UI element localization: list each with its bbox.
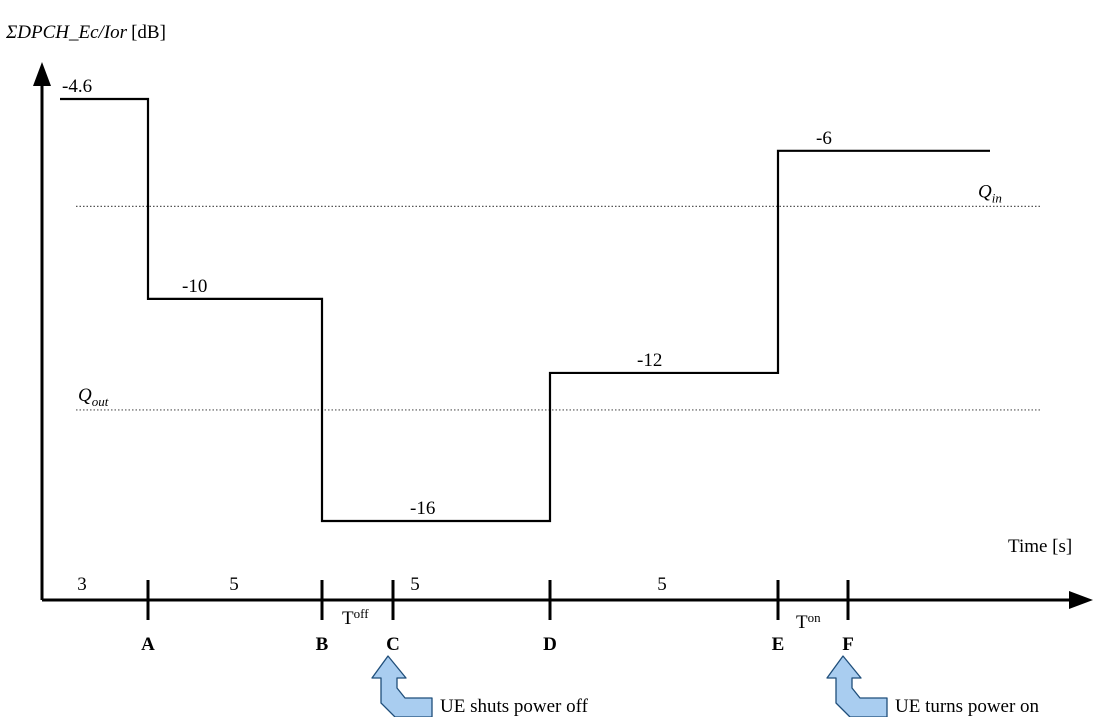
time-marker-label-a: A	[141, 634, 155, 655]
time-marker-label-f: F	[842, 634, 854, 655]
time-marker-label-b: B	[316, 634, 329, 655]
event-label: UE turns power on	[895, 696, 1040, 717]
gap-label-on: Ton	[796, 610, 821, 633]
curved-arrow-icon	[371, 655, 433, 718]
time-marker-label-c: C	[386, 634, 400, 655]
duration-labels: 3 5 5 5	[77, 574, 667, 595]
time-marker-label-e: E	[772, 634, 785, 655]
level-label: -16	[410, 498, 435, 519]
threshold-lines: Qin Qout	[76, 181, 1041, 411]
threshold-label-in: Qin	[978, 181, 1002, 205]
threshold-label-out: Qout	[78, 385, 109, 409]
level-label: -6	[816, 128, 832, 149]
duration-label: 5	[229, 574, 239, 595]
gap-label-off: Toff	[342, 606, 369, 629]
duration-label: 5	[657, 574, 667, 595]
event-annotations: UE shuts power off UE turns power on	[371, 655, 1040, 718]
level-label: -10	[182, 276, 207, 297]
y-axis-label: ΣDPCH_Ec/Ior [dB]	[5, 22, 166, 43]
duration-label: 3	[77, 574, 87, 595]
signal-steps	[60, 97, 990, 523]
gap-labels: Toff Ton	[342, 606, 821, 633]
time-markers: A B C D E F	[141, 580, 854, 655]
level-label: -12	[637, 350, 662, 371]
x-axis-label: Time [s]	[1008, 536, 1072, 557]
level-labels: -4.6 -10 -16 -12 -6	[62, 76, 832, 519]
level-label: -4.6	[62, 76, 92, 97]
duration-label: 5	[410, 574, 420, 595]
signal-step-line	[60, 97, 990, 523]
y-axis-arrowhead	[33, 62, 51, 86]
curved-arrow-icon	[826, 655, 888, 718]
x-axis-arrowhead	[1069, 591, 1093, 609]
event-label: UE shuts power off	[440, 696, 589, 717]
time-marker-label-d: D	[543, 634, 557, 655]
